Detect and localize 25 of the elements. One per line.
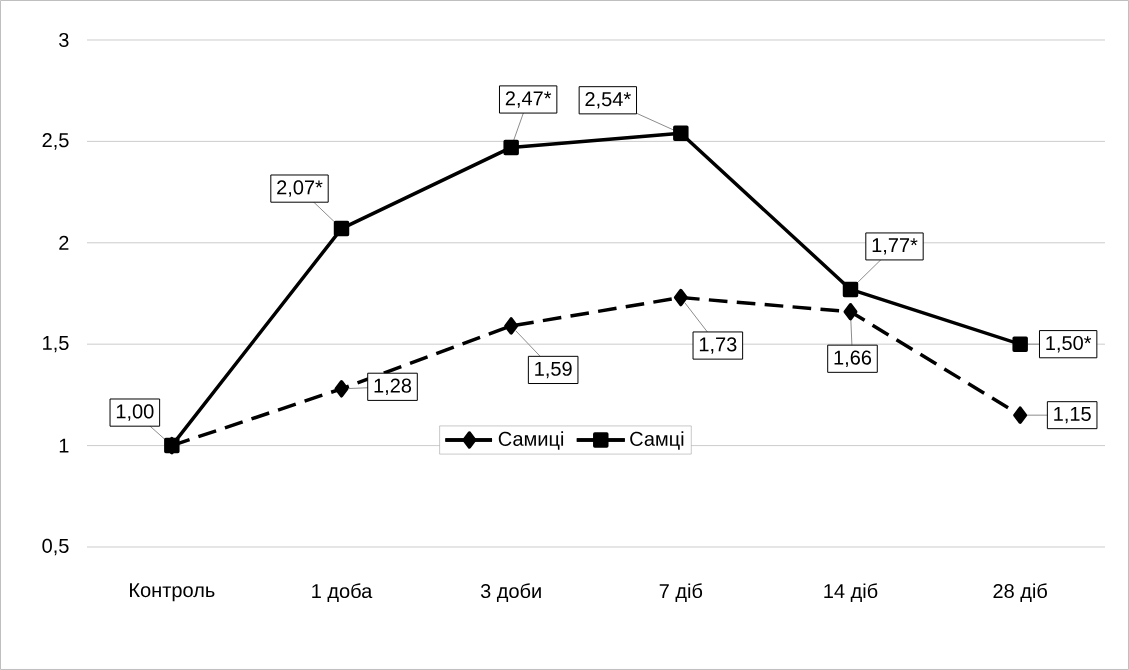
y-tick-label: 2,5 — [42, 133, 69, 150]
data-label: 1,66 — [834, 350, 872, 367]
x-tick-label: Контроль — [130, 583, 215, 602]
data-label: 1,59 — [535, 361, 572, 379]
x-tick-label: 28 діб — [993, 583, 1047, 602]
data-label: 1,00 — [116, 404, 154, 421]
x-tick-label: 14 діб — [824, 583, 878, 602]
data-label: 2,07* — [277, 180, 323, 197]
data-label: 1,73 — [699, 337, 737, 354]
data-label: 1,15 — [1054, 407, 1091, 424]
y-tick-label: 2 — [59, 235, 69, 250]
y-tick-label: 0,5 — [42, 538, 69, 556]
data-label: 2,47* — [505, 91, 552, 108]
data-label: 1,50* — [1046, 335, 1092, 353]
data-label: 2,54* — [585, 92, 631, 109]
x-tick-label: 3 доби — [480, 583, 541, 602]
y-tick-label: 1,5 — [43, 336, 69, 353]
y-tick-label: 1 — [59, 438, 69, 453]
data-label: 1,77* — [872, 238, 918, 255]
data-label: 1,28 — [374, 378, 412, 396]
legend-label: Самці — [630, 431, 684, 450]
x-tick-label: 1 доба — [312, 583, 373, 602]
x-tick-label: 7 діб — [659, 583, 703, 602]
legend-label: Самиці — [498, 431, 564, 450]
y-tick-label: 3 — [59, 32, 69, 48]
